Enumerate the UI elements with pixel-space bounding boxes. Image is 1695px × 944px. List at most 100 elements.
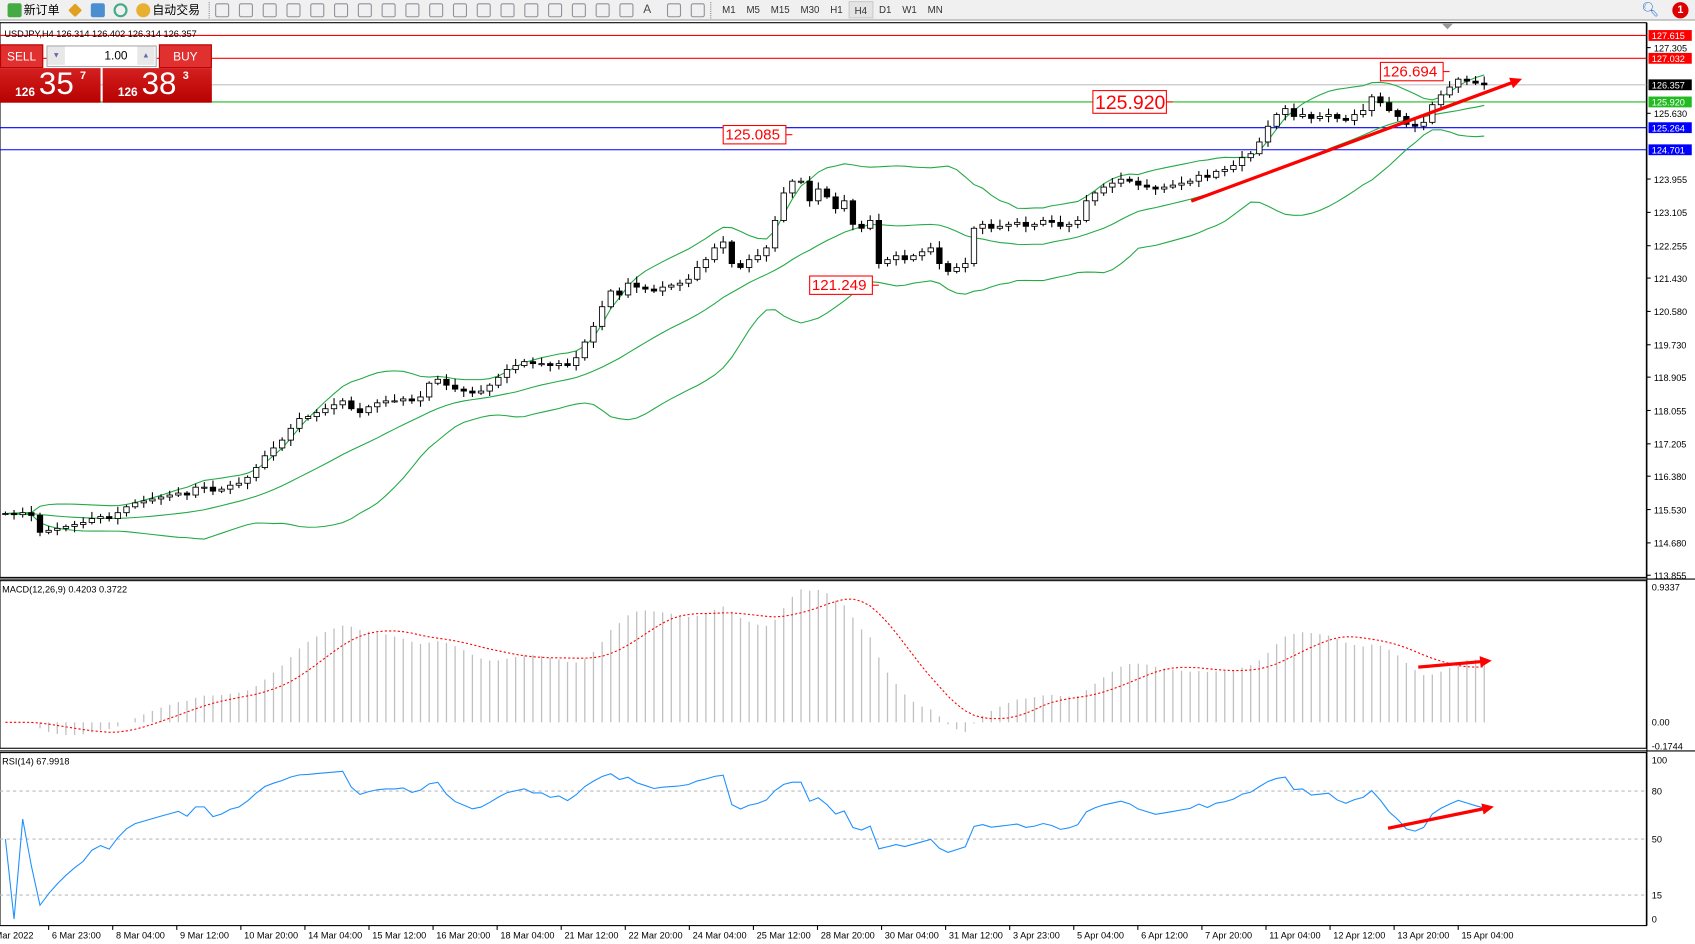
timeframe-h4[interactable]: H4 — [848, 1, 874, 19]
navigator-button[interactable] — [88, 1, 109, 19]
macd-tick-label: 0.00 — [1652, 718, 1670, 728]
candle-body — [1308, 114, 1315, 119]
candle-body — [374, 402, 381, 408]
templates-icon[interactable] — [452, 2, 467, 17]
vertical-line-icon[interactable] — [524, 2, 539, 17]
bar-chart-icon[interactable] — [215, 2, 230, 17]
candle-body — [573, 357, 580, 367]
timeframe-m5[interactable]: M5 — [746, 4, 760, 16]
line-chart-icon[interactable] — [262, 2, 277, 17]
timeframe-m30[interactable]: M30 — [800, 4, 820, 16]
price-tick-label: 113.855 — [1654, 571, 1686, 581]
zoom-out-icon[interactable] — [310, 2, 325, 17]
candle-body — [538, 363, 545, 366]
cursor-icon[interactable] — [476, 2, 491, 17]
candle-body — [745, 259, 753, 268]
new-order-button[interactable]: 新订单 — [4, 1, 62, 19]
candle-body — [106, 516, 113, 519]
timeframe-m1[interactable]: M1 — [722, 4, 736, 16]
crosshair-icon[interactable] — [500, 2, 515, 17]
candle-body — [80, 522, 87, 525]
signals-button[interactable] — [110, 1, 131, 19]
candle-body — [521, 361, 528, 367]
rsi-line — [4, 770, 1485, 920]
candle-body — [175, 492, 182, 496]
search-icon[interactable]: 🔍︎ — [1641, 1, 1660, 18]
candle-body — [227, 484, 234, 490]
macd-trend-arrow-head — [1479, 656, 1492, 668]
candle-body — [71, 524, 78, 527]
candle-body — [1204, 174, 1211, 178]
timeframe-h1[interactable]: H1 — [830, 4, 843, 16]
time-label: 3 Apr 23:00 — [1013, 931, 1060, 941]
annotation-box — [722, 124, 787, 145]
candle-body — [451, 384, 459, 390]
candle-body — [650, 288, 658, 292]
time-label: 30 Mar 04:00 — [885, 931, 939, 941]
price-tick-label: 123.105 — [1654, 208, 1687, 218]
fibonacci-icon[interactable] — [619, 2, 634, 17]
equidistant-channel-icon[interactable] — [595, 2, 610, 17]
time-label: 21 Mar 12:00 — [564, 931, 618, 941]
candle-body — [702, 259, 710, 268]
horizontal-line-icon[interactable] — [548, 2, 563, 17]
candle-body — [192, 486, 199, 496]
timeframe-w1[interactable]: W1 — [902, 4, 917, 16]
indicators-icon[interactable] — [405, 2, 420, 17]
periods-icon[interactable] — [429, 2, 444, 17]
time-label: 5 Apr 04:00 — [1077, 931, 1124, 941]
candle-body — [607, 290, 614, 308]
text-label-icon[interactable] — [666, 2, 682, 17]
candle-body — [417, 396, 424, 402]
candle-body — [348, 400, 355, 410]
buy-price[interactable]: 126 38 3 — [102, 67, 212, 103]
time-label: 25 Mar 12:00 — [757, 931, 811, 941]
candle-body — [131, 502, 139, 508]
candle-body — [1247, 153, 1254, 159]
autoscroll-icon[interactable] — [357, 2, 372, 17]
timeframe-m15[interactable]: M15 — [770, 4, 790, 16]
lot-size-input[interactable]: 1.00 — [46, 45, 157, 68]
candle-body — [1394, 110, 1401, 117]
text-icon[interactable]: A — [643, 2, 652, 16]
lot-increase-button[interactable]: ▲ — [137, 46, 155, 65]
candle-body — [823, 188, 831, 198]
candle-body — [780, 192, 787, 221]
candle-body — [884, 259, 891, 265]
candle-body — [996, 225, 1004, 229]
candle-body — [841, 200, 848, 210]
zoom-in-icon[interactable] — [286, 2, 301, 17]
buy-button[interactable]: BUY — [158, 44, 212, 69]
timeframe-mn[interactable]: MN — [927, 4, 943, 16]
sell-price[interactable]: 126 35 7 — [0, 67, 101, 103]
candle-body — [88, 518, 96, 523]
rsi-tick-label: 0 — [1652, 914, 1657, 924]
candle-body — [659, 286, 666, 292]
candle-body — [54, 527, 61, 531]
chart-shift-icon[interactable] — [381, 2, 396, 17]
candle-body — [737, 263, 744, 268]
candle-body — [581, 341, 588, 359]
arrows-icon[interactable] — [690, 2, 705, 17]
annotation-price: 125.085 — [725, 127, 780, 144]
candle-body — [1299, 114, 1306, 117]
price-tick-label: 118.055 — [1654, 406, 1686, 416]
notification-badge[interactable]: 1 — [1672, 1, 1689, 18]
autotrading-button[interactable]: 自动交易 — [133, 1, 203, 19]
annotation-price: 121.249 — [812, 277, 867, 294]
candlestick-icon[interactable] — [238, 2, 253, 17]
price-level-tag — [1648, 79, 1692, 91]
timeframe-d1[interactable]: D1 — [878, 4, 892, 16]
lot-decrease-button[interactable]: ▼ — [47, 46, 65, 65]
separator — [208, 1, 210, 18]
candle-body — [927, 247, 934, 253]
trendline-icon[interactable] — [571, 2, 586, 17]
time-label: 10 Mar 20:00 — [244, 931, 298, 941]
sell-button[interactable]: SELL — [0, 44, 44, 69]
candle-body — [296, 418, 303, 429]
candle-body — [1169, 184, 1177, 188]
candle-body — [495, 376, 502, 386]
tile-windows-icon[interactable] — [334, 2, 349, 17]
candle-body — [849, 200, 857, 225]
